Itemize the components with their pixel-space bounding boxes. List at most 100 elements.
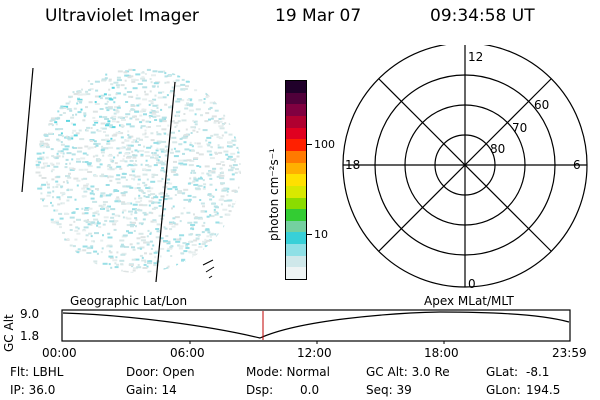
speckle-dot <box>49 162 53 165</box>
speckle-dot <box>219 167 223 170</box>
colorbar-segment <box>286 104 306 117</box>
speckle-dot <box>37 157 43 160</box>
speckle-dot <box>214 151 218 154</box>
speckle-dot <box>116 196 120 199</box>
speckle-dot <box>213 121 217 124</box>
speckle-dot <box>198 243 201 245</box>
speckle-dot <box>120 136 124 139</box>
speckle-dot <box>122 158 125 161</box>
speckle-dot <box>132 139 136 142</box>
speckle-dot <box>144 129 147 132</box>
speckle-dot <box>164 160 167 163</box>
speckle-dot <box>142 181 146 184</box>
speckle-dot <box>96 166 101 169</box>
speckle-dot <box>77 98 83 101</box>
speckle-dot <box>35 160 40 163</box>
speckle-dot <box>180 88 184 91</box>
colorbar-segment <box>286 255 306 268</box>
speckle-dot <box>135 218 138 221</box>
speckle-dot <box>142 86 148 89</box>
speckle-dot <box>156 131 159 134</box>
speckle-dot <box>194 113 197 116</box>
speckle-dot <box>70 135 74 138</box>
colorbar-segment <box>286 197 306 210</box>
speckle-dot <box>44 142 48 145</box>
speckle-dot <box>149 232 152 235</box>
speckle-dot <box>219 174 225 177</box>
speckle-dot <box>166 81 170 84</box>
speckle-dot <box>40 185 43 188</box>
speckle-dot <box>139 254 143 257</box>
speckle-dot <box>100 151 105 154</box>
speckle-dot <box>170 131 175 134</box>
speckle-dot <box>138 204 143 207</box>
speckle-dot <box>69 244 73 247</box>
uv-earth-image <box>21 67 241 283</box>
altitude-plot-frame <box>61 309 571 342</box>
speckle-dot <box>189 177 192 180</box>
speckle-dot <box>195 108 201 111</box>
speckle-dot <box>80 157 86 160</box>
speckle-dot <box>98 204 103 207</box>
speckle-dot <box>239 163 241 165</box>
speckle-dot <box>61 194 64 197</box>
speckle-dot <box>146 178 149 181</box>
speckle-dot <box>38 161 42 164</box>
speckle-dot <box>62 155 65 158</box>
speckle-dot <box>122 194 126 197</box>
speckle-dot <box>126 144 130 147</box>
colorbar-label-10: 10 <box>314 228 328 241</box>
speckle-dot <box>152 219 157 222</box>
speckle-dot <box>116 106 121 109</box>
speckle-dot <box>110 126 116 129</box>
colorbar-segment <box>286 267 306 279</box>
speckle-dot <box>87 223 91 226</box>
speckle-dot <box>216 213 219 216</box>
colorbar-segment <box>286 127 306 140</box>
speckle-dot <box>148 211 152 214</box>
speckle-dot <box>170 170 176 173</box>
speckle-dot <box>46 181 48 184</box>
speckle-dot <box>158 214 163 217</box>
speckle-dot <box>39 143 44 145</box>
speckle-dot <box>218 118 222 120</box>
speckle-dot <box>193 213 195 216</box>
speckle-dot <box>124 87 127 90</box>
speckle-dot <box>67 238 70 240</box>
speckle-dot <box>205 92 209 95</box>
speckle-dot <box>164 154 168 157</box>
speckle-dot <box>116 120 120 123</box>
speckle-dot <box>163 226 166 229</box>
speckle-dot <box>174 126 177 128</box>
speckle-dot <box>204 120 209 123</box>
speckle-dot <box>116 165 122 168</box>
speckle-dot <box>131 150 134 153</box>
speckle-dot <box>79 101 83 104</box>
speckle-dot <box>124 79 127 82</box>
speckle-dot <box>202 187 206 190</box>
speckle-dot <box>198 99 203 102</box>
speckle-dot <box>36 152 42 155</box>
speckle-dot <box>93 175 98 178</box>
speckle-dot <box>107 168 111 171</box>
speckle-dot <box>219 127 225 130</box>
speckle-dot <box>137 183 141 186</box>
speckle-dot <box>153 141 159 144</box>
speckle-dot <box>106 139 110 142</box>
speckle-dot <box>40 192 43 195</box>
speckle-dot <box>66 119 70 122</box>
speckle-dot <box>150 247 153 250</box>
speckle-dot <box>209 194 214 197</box>
speckle-dot <box>131 258 136 261</box>
speckle-dot <box>202 179 205 182</box>
speckle-dot <box>114 162 118 165</box>
speckle-dot <box>87 147 91 150</box>
speckle-dot <box>139 149 145 152</box>
speckle-dot <box>126 230 129 233</box>
speckle-dot <box>108 78 112 81</box>
polar-lat-60: 60 <box>534 98 549 112</box>
speckle-dot <box>41 145 46 148</box>
speckle-dot <box>86 183 90 186</box>
speckle-dot <box>76 249 82 252</box>
speckle-dot <box>130 75 134 78</box>
